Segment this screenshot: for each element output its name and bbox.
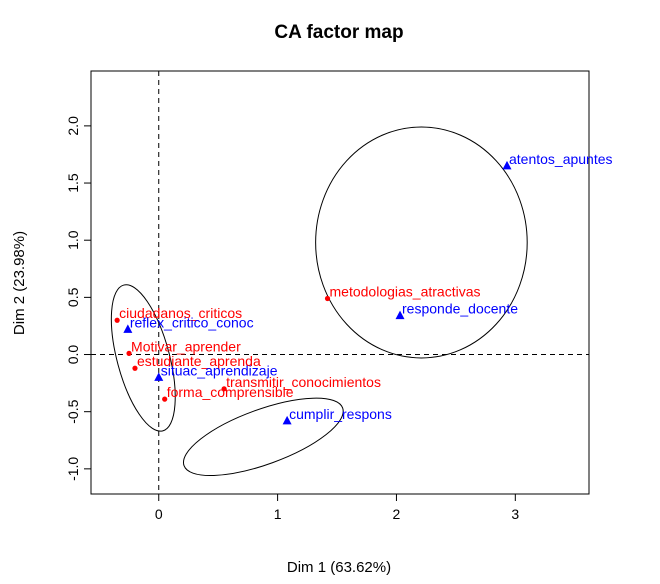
point-label: estudiante_aprenda [137,353,261,369]
plot-frame [90,70,590,495]
y-tick-label: 2.0 [65,116,81,136]
y-tick-label: -1.0 [65,457,81,481]
x-tick-label: 2 [393,506,401,522]
x-tick-label: 3 [511,506,519,522]
point-label: reflex_critico_conoc [130,314,254,330]
point-label: atentos_apuntes [509,151,613,167]
chart-title: CA factor map [274,22,403,43]
plot-area: 0 1 2 3 -1.0 -0.5 0.0 0.5 1.0 1.5 2.0 ciudadanos_cr… [65,70,613,522]
y-tick-label: -0.5 [65,399,81,423]
point-marker [132,365,138,371]
point-label: ciudadanos_criticos [119,305,242,321]
point-label: Motivar_aprender [131,338,241,354]
point-marker [282,415,292,425]
point-marker [154,372,164,381]
point-label: transmitir_conocimientos [226,374,381,390]
y-tick-label: 0.5 [65,287,81,307]
point-marker [395,310,405,320]
confidence-ellipse [315,126,528,359]
point-label: metodologias_atractivas [330,284,481,300]
point-marker [114,317,120,323]
confidence-ellipse [110,284,176,432]
point-marker [126,350,132,356]
point-marker [162,396,168,402]
point-marker [502,160,512,170]
point-marker [324,295,331,302]
y-tick-label: 1.0 [65,230,81,250]
confidence-ellipse [182,397,344,477]
point-label: cumplir_respons [289,406,392,422]
x-axis-label: Dim 1 (63.62%) [287,559,391,576]
x-tick-label: 0 [155,506,163,522]
point-label: responde_docente [402,301,518,317]
x-tick-label: 1 [274,506,282,522]
y-tick-label: 1.5 [65,173,81,193]
point-marker [221,386,227,392]
point-marker [123,324,133,333]
point-label: forma_comprensible [167,384,294,400]
y-tick-label: 0.0 [65,345,81,365]
point-label: situac_aprendizaje [161,362,278,378]
y-axis-label: Dim 2 (23.98%) [11,231,28,335]
